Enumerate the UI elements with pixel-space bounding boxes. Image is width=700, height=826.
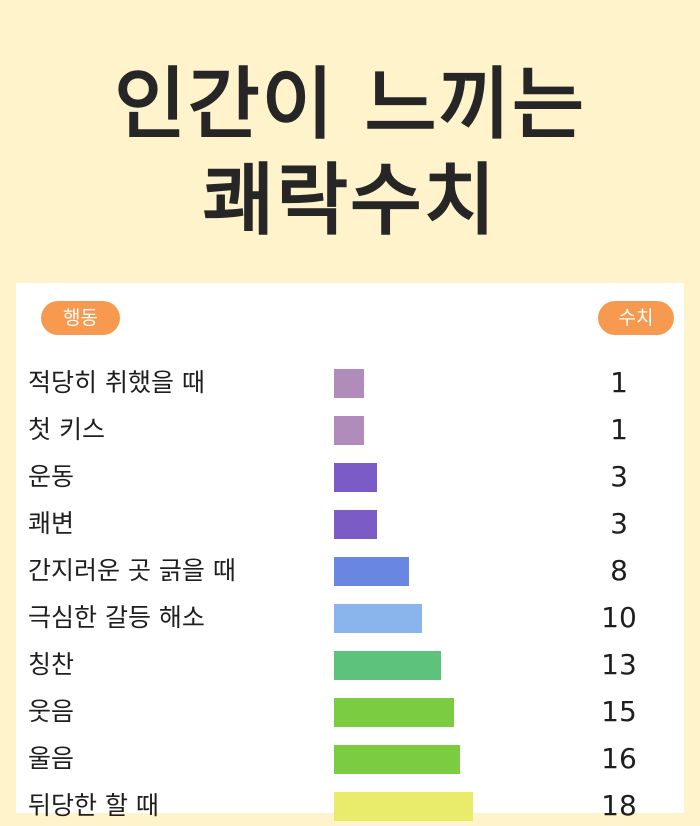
bar-value-label: 1: [610, 366, 628, 399]
bar-value-label: 16: [601, 742, 637, 775]
bar: [334, 463, 378, 492]
bar-label: 첫 키스: [28, 415, 105, 444]
bar: [334, 698, 454, 727]
bar-row: 극심한 갈등 해소 10: [16, 598, 684, 638]
bar-label: 쾌변: [28, 509, 75, 538]
bar-row: 울음 16: [16, 739, 684, 779]
ranking-card: 행동 수치 적당히 취했을 때 1 첫 키스 1 운동 3 쾌변 3 간지러운 곳 긁을 때 8 극…: [16, 283, 684, 822]
bar-row: 첫 키스 1: [16, 410, 684, 450]
bar-value-label: 1: [610, 413, 628, 446]
column-header-value: 수치: [598, 301, 674, 335]
bar-value-label: 3: [610, 460, 628, 493]
bar-label: 웃음: [28, 697, 75, 726]
bar-value-label: 18: [601, 789, 637, 822]
bar-label: 뒤당한 할 때: [28, 791, 159, 820]
bar-value-label: 3: [610, 507, 628, 540]
bar: [334, 745, 461, 774]
bar: [334, 557, 410, 586]
bar-row: 칭찬 13: [16, 645, 684, 685]
bar: [334, 369, 365, 398]
bar-value-label: 10: [601, 601, 637, 634]
page-title-line-2: 쾌락수치: [202, 156, 498, 246]
bar-row: 웃음 15: [16, 692, 684, 732]
bar-label: 운동: [28, 462, 75, 491]
bar: [334, 792, 474, 821]
bar-value-label: 8: [610, 554, 628, 587]
bar-value-label: 13: [601, 648, 637, 681]
bar-value-label: 15: [601, 695, 637, 728]
bar-row: 간지러운 곳 긁을 때 8: [16, 551, 684, 591]
bar-label: 칭찬: [28, 650, 75, 679]
bar: [334, 604, 422, 633]
bar: [334, 651, 442, 680]
column-header-action: 행동: [41, 301, 120, 335]
bar-row: 뒤당한 할 때 18: [16, 786, 684, 826]
bar-label: 울음: [28, 744, 75, 773]
bar-row: 운동 3: [16, 457, 684, 497]
bar: [334, 510, 378, 539]
bar-label: 간지러운 곳 긁을 때: [28, 556, 236, 585]
bar-row: 쾌변 3: [16, 504, 684, 544]
bar-label: 적당히 취했을 때: [28, 368, 205, 397]
page-title-line-1: 인간이 느끼는: [114, 60, 586, 150]
bar: [334, 416, 365, 445]
bar-label: 극심한 갈등 해소: [28, 603, 205, 632]
bar-row: 적당히 취했을 때 1: [16, 363, 684, 403]
